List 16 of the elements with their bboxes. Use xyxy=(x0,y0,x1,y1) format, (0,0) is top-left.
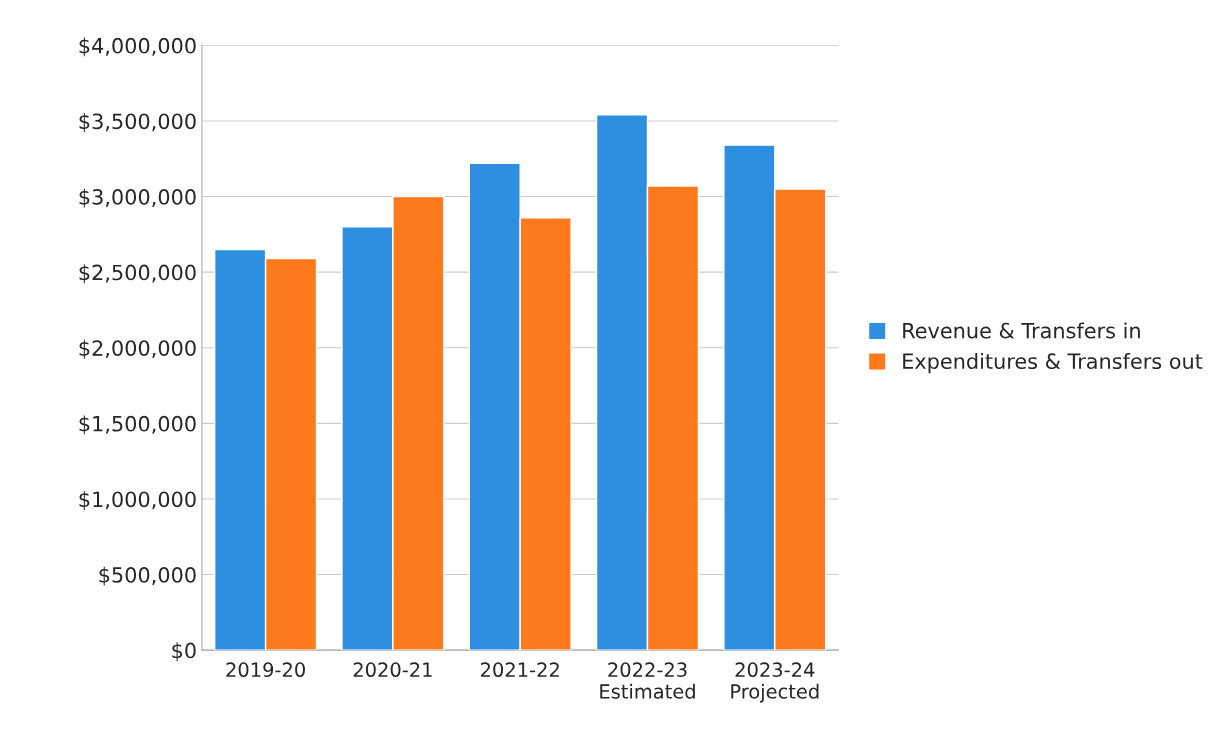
x-tick-label: 2019-20 xyxy=(226,662,305,678)
y-tick-label: $3,500,000 xyxy=(79,113,196,132)
y-tick-label: $3,000,000 xyxy=(79,188,196,208)
y-tick-label: $0 xyxy=(172,642,196,662)
x-tick-label: 2022-23 Estimated xyxy=(600,662,695,699)
x-tick-label: 2023-24 Projected xyxy=(731,662,819,703)
y-tick-label: $1,000,000 xyxy=(79,491,196,510)
legend-label: Expenditures & Transfers out xyxy=(903,352,1203,374)
x-tick-label: 2020-21 xyxy=(353,662,432,678)
y-tick-label: $500,000 xyxy=(99,566,196,586)
y-tick-label: $2,500,000 xyxy=(79,264,196,284)
x-tick-label: 2021-22 xyxy=(481,662,559,678)
y-tick-label: $2,000,000 xyxy=(79,339,196,359)
y-tick-label: $1,500,000 xyxy=(79,415,196,435)
y-tick-label: $4,000,000 xyxy=(79,37,196,57)
legend-label: Revenue & Transfers in xyxy=(903,322,1140,339)
